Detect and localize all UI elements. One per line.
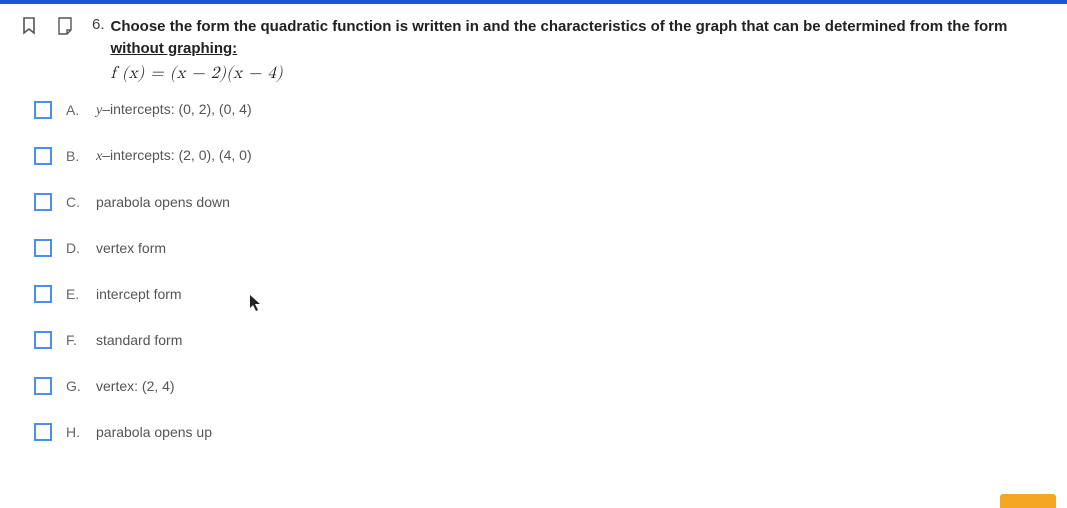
option-letter: E. xyxy=(66,286,82,302)
option-letter: G. xyxy=(66,378,82,394)
option-checkbox[interactable] xyxy=(34,377,52,395)
note-icon[interactable] xyxy=(56,16,74,36)
option-letter: C. xyxy=(66,194,82,210)
option-row: G. vertex: (2, 4) xyxy=(34,374,1047,398)
prompt-underlined: without graphing: xyxy=(111,40,238,57)
option-text: vertex: (2, 4) xyxy=(96,378,175,394)
option-row: E. intercept form xyxy=(34,282,1047,306)
bottom-accent-bar xyxy=(1000,494,1056,508)
option-checkbox[interactable] xyxy=(34,285,52,303)
question-prompt-text: Choose the form the quadratic function i… xyxy=(111,16,1047,84)
option-letter: A. xyxy=(66,102,82,118)
question-number: 6. xyxy=(92,16,105,33)
option-row: F. standard form xyxy=(34,328,1047,352)
option-text: x–intercepts: (2, 0), (4, 0) xyxy=(96,147,252,165)
option-checkbox[interactable] xyxy=(34,147,52,165)
option-text: intercept form xyxy=(96,286,182,302)
options-list: A. y–intercepts: (0, 2), (0, 4) B. x–interc… xyxy=(34,98,1047,444)
option-letter: F. xyxy=(66,332,82,348)
option-row: H. parabola opens up xyxy=(34,420,1047,444)
option-checkbox[interactable] xyxy=(34,423,52,441)
option-letter: B. xyxy=(66,148,82,164)
prompt-main: Choose the form the quadratic function i… xyxy=(111,18,1008,35)
option-text: parabola opens up xyxy=(96,424,212,440)
option-checkbox[interactable] xyxy=(34,331,52,349)
question-prompt-block: 6. Choose the form the quadratic functio… xyxy=(92,16,1047,84)
question-content: 6. Choose the form the quadratic functio… xyxy=(0,4,1067,444)
option-letter: D. xyxy=(66,240,82,256)
option-text: standard form xyxy=(96,332,182,348)
option-row: A. y–intercepts: (0, 2), (0, 4) xyxy=(34,98,1047,122)
option-letter: H. xyxy=(66,424,82,440)
option-text: parabola opens down xyxy=(96,194,230,210)
bookmark-icon[interactable] xyxy=(20,16,38,36)
option-checkbox[interactable] xyxy=(34,239,52,257)
option-row: B. x–intercepts: (2, 0), (4, 0) xyxy=(34,144,1047,168)
option-text: y–intercepts: (0, 2), (0, 4) xyxy=(96,101,252,119)
question-formula: f (x) = (x − 2)(x − 4) xyxy=(111,60,1047,84)
option-checkbox[interactable] xyxy=(34,101,52,119)
option-row: C. parabola opens down xyxy=(34,190,1047,214)
option-checkbox[interactable] xyxy=(34,193,52,211)
option-text: vertex form xyxy=(96,240,166,256)
question-header: 6. Choose the form the quadratic functio… xyxy=(20,16,1047,84)
option-row: D. vertex form xyxy=(34,236,1047,260)
